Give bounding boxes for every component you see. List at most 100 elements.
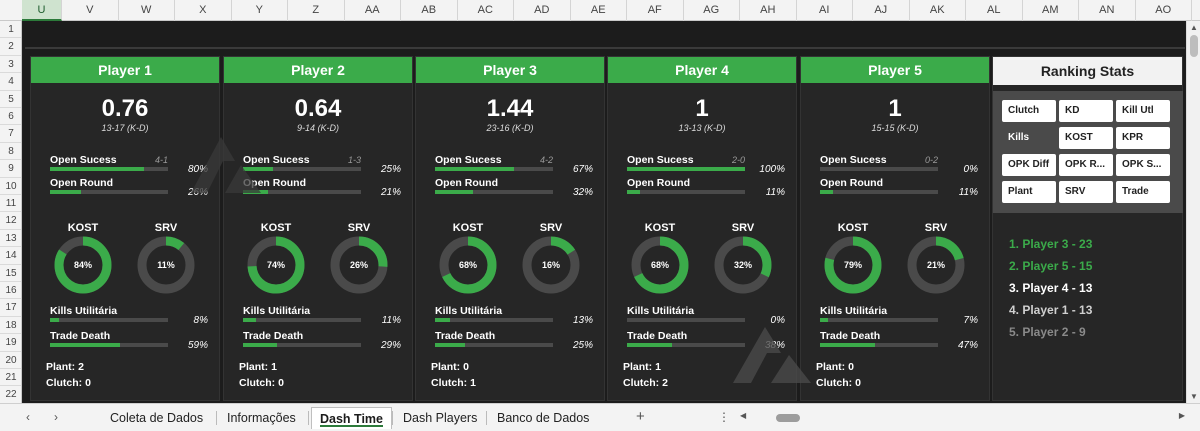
kost-value: 68%: [458, 260, 477, 270]
ranking-button-kpr[interactable]: KPR: [1116, 127, 1170, 149]
row-header-9[interactable]: 9: [0, 160, 21, 178]
row-header-22[interactable]: 22: [0, 386, 21, 403]
scroll-up-icon[interactable]: ▲: [1190, 23, 1198, 32]
stat-label: Trade Death: [243, 330, 304, 342]
stat-open-round: Open Round26%: [50, 177, 208, 198]
column-header-w[interactable]: W: [119, 0, 175, 21]
column-header-v[interactable]: V: [62, 0, 119, 21]
sheet-tab-informa-es[interactable]: Informações: [227, 411, 296, 425]
column-header-z[interactable]: Z: [288, 0, 345, 21]
ranking-button-plant[interactable]: Plant: [1002, 181, 1056, 203]
stat-label: Open Sucess: [243, 154, 310, 166]
srv-donut: 26%: [329, 235, 389, 295]
srv-label: SRV: [731, 222, 755, 234]
ranking-button-opk-r[interactable]: OPK R...: [1059, 154, 1113, 176]
column-header-ac[interactable]: AC: [458, 0, 514, 21]
ranking-button-opk-s[interactable]: OPK S...: [1116, 154, 1170, 176]
row-header-1[interactable]: 1: [0, 21, 21, 39]
row-header-20[interactable]: 20: [0, 352, 21, 369]
scroll-down-icon[interactable]: ▼: [1190, 392, 1198, 401]
progress-track: [627, 343, 745, 347]
stat-kills-util: Kills Utilitária 7%: [820, 305, 978, 326]
column-header-u[interactable]: U: [22, 0, 62, 21]
ranking-button-srv[interactable]: SRV: [1059, 181, 1113, 203]
srv-label: SRV: [539, 222, 563, 234]
row-header-11[interactable]: 11: [0, 195, 21, 213]
column-header-an[interactable]: AN: [1079, 0, 1136, 21]
stat-open-round: Open Round 11%: [627, 177, 785, 198]
row-header-2[interactable]: 2: [0, 38, 21, 56]
column-header-am[interactable]: AM: [1023, 0, 1079, 21]
progress-fill: [435, 318, 451, 322]
column-header-ab[interactable]: AB: [401, 0, 458, 21]
player-plant: Plant: 1: [239, 361, 277, 373]
column-header-aa[interactable]: AA: [345, 0, 401, 21]
stat-label: Kills Utilitária: [50, 305, 118, 317]
ranking-entry-4: 4. Player 1 - 13: [1009, 303, 1093, 317]
sheet-tab-coleta-de-dados[interactable]: Coleta de Dados: [110, 411, 204, 425]
row-header-14[interactable]: 14: [0, 247, 21, 265]
stat-percent: 11%: [765, 187, 785, 198]
vertical-scrollbar[interactable]: ▲ ▼: [1186, 21, 1200, 403]
column-header-af[interactable]: AF: [627, 0, 684, 21]
row-header-16[interactable]: 16: [0, 282, 21, 300]
row-header-7[interactable]: 7: [0, 125, 21, 143]
row-header-6[interactable]: 6: [0, 108, 21, 126]
ranking-slicer: Clutch KD Kill Utl Kills KOST KPR OPK Diff OPK …: [993, 91, 1183, 213]
column-header-aj[interactable]: AJ: [853, 0, 910, 21]
ranking-button-kills[interactable]: Kills: [1008, 132, 1030, 143]
column-header-ai[interactable]: AI: [797, 0, 853, 21]
row-header-17[interactable]: 17: [0, 299, 21, 317]
sheet-tab-dash-players[interactable]: Dash Players: [403, 411, 478, 425]
row-header-10[interactable]: 10: [0, 178, 21, 195]
progress-track: [627, 318, 745, 322]
progress-fill: [820, 318, 829, 322]
ranking-title: Ranking Stats: [993, 57, 1182, 85]
player-kd-ratio: 0.76: [101, 95, 149, 122]
stat-percent: 100%: [759, 164, 785, 175]
column-header-ae[interactable]: AE: [571, 0, 627, 21]
scroll-left-icon[interactable]: ◀: [740, 411, 747, 420]
ranking-button-kill-utl[interactable]: Kill Utl: [1116, 100, 1170, 122]
column-header-ak[interactable]: AK: [910, 0, 966, 21]
progress-track: [435, 167, 553, 171]
ranking-button-kost[interactable]: KOST: [1059, 127, 1113, 149]
sheet-tab-dash-time[interactable]: Dash Time: [311, 407, 392, 429]
kost-label: KOST: [452, 222, 484, 234]
ranking-button-trade[interactable]: Trade: [1116, 181, 1170, 203]
more-options-icon[interactable]: ⋮: [718, 410, 730, 424]
column-header-x[interactable]: X: [175, 0, 232, 21]
row-header-3[interactable]: 3: [0, 56, 21, 74]
column-header-ag[interactable]: AG: [684, 0, 740, 21]
scroll-right-icon[interactable]: ▶: [1178, 411, 1185, 420]
horizontal-scrollbar[interactable]: ◀ ▶: [740, 411, 1185, 423]
tab-next-icon[interactable]: ›: [54, 410, 58, 424]
vertical-scroll-thumb[interactable]: [1190, 35, 1198, 57]
horizontal-scroll-thumb[interactable]: [776, 414, 800, 422]
ranking-button-clutch[interactable]: Clutch: [1002, 100, 1056, 122]
ranking-button-opk-diff[interactable]: OPK Diff: [1002, 154, 1056, 176]
column-header-ao[interactable]: AO: [1136, 0, 1192, 21]
stat-percent: 32%: [572, 187, 593, 198]
column-header-al[interactable]: AL: [966, 0, 1023, 21]
progress-track: [50, 318, 168, 322]
add-sheet-button[interactable]: +: [636, 408, 645, 425]
sheet-tab-banco-de-dados[interactable]: Banco de Dados: [497, 411, 590, 425]
row-header-18[interactable]: 18: [0, 317, 21, 335]
row-header-12[interactable]: 12: [0, 212, 21, 230]
row-header-19[interactable]: 19: [0, 334, 21, 352]
row-header-15[interactable]: 15: [0, 265, 21, 282]
column-header-y[interactable]: Y: [232, 0, 288, 21]
row-header-4[interactable]: 4: [0, 73, 21, 91]
ranking-button-kd[interactable]: KD: [1059, 100, 1113, 122]
stat-percent: 8%: [193, 315, 208, 326]
row-header-8[interactable]: 8: [0, 143, 21, 161]
row-header-21[interactable]: 21: [0, 369, 21, 387]
column-header-ad[interactable]: AD: [514, 0, 571, 21]
player-kd-ratio: 1.44: [486, 95, 534, 122]
tab-prev-icon[interactable]: ‹: [26, 410, 30, 424]
row-header-5[interactable]: 5: [0, 91, 21, 108]
player-kd-ratio: 1: [888, 95, 902, 122]
column-header-ah[interactable]: AH: [740, 0, 797, 21]
row-header-13[interactable]: 13: [0, 230, 21, 248]
